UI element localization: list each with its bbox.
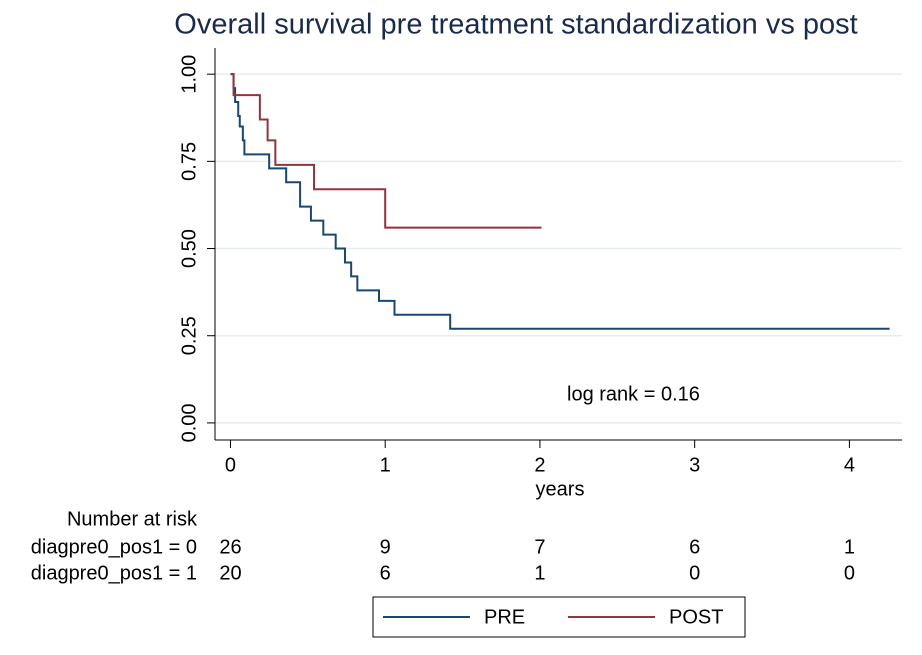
survival-curve bbox=[230, 73, 890, 330]
risk-count: 20 bbox=[219, 562, 241, 584]
risk-row-label: diagpre0_pos1 = 1 bbox=[31, 562, 197, 584]
x-tick-label: 4 bbox=[844, 454, 855, 476]
risk-count: 6 bbox=[380, 562, 391, 584]
survival-curve bbox=[230, 73, 542, 229]
legend-label: POST bbox=[669, 606, 723, 628]
risk-count: 26 bbox=[219, 536, 241, 558]
annotation: log rank = 0.16 bbox=[567, 383, 700, 405]
x-axis-label: years bbox=[536, 478, 585, 500]
x-tick-label: 0 bbox=[225, 454, 236, 476]
y-tick-label: 0.25 bbox=[178, 316, 200, 355]
risk-row-label: diagpre0_pos1 = 0 bbox=[31, 536, 197, 558]
risk-count: 1 bbox=[534, 562, 545, 584]
x-tick-label: 3 bbox=[689, 454, 700, 476]
risk-count: 0 bbox=[689, 562, 700, 584]
y-tick-label: 0.00 bbox=[178, 403, 200, 442]
risk-count: 9 bbox=[380, 536, 391, 558]
y-tick-label: 0.75 bbox=[178, 142, 200, 181]
chart-title: Overall survival pre treatment standardi… bbox=[174, 9, 857, 41]
risk-count: 1 bbox=[844, 536, 855, 558]
y-tick-label: 0.50 bbox=[178, 229, 200, 268]
risk-count: 6 bbox=[689, 536, 700, 558]
risk-count: 7 bbox=[534, 536, 545, 558]
y-tick-label: 1.00 bbox=[178, 55, 200, 94]
x-tick-label: 1 bbox=[380, 454, 391, 476]
risk-count: 0 bbox=[844, 562, 855, 584]
risk-table-title: Number at risk bbox=[67, 508, 198, 530]
legend-label: PRE bbox=[484, 606, 525, 628]
x-tick-label: 2 bbox=[534, 454, 545, 476]
